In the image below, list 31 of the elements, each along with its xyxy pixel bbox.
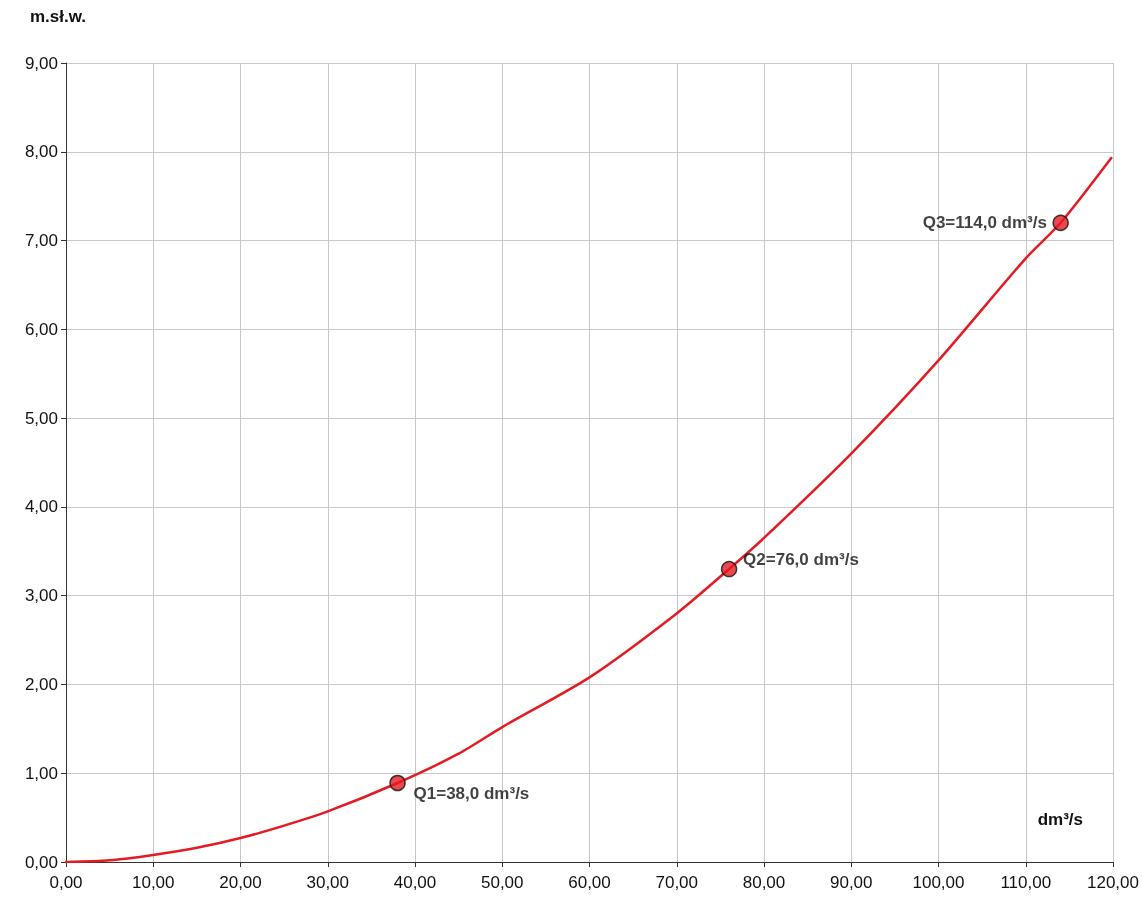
x-tick-label: 100,00 [912, 873, 965, 892]
x-tick-label: 30,00 [306, 873, 350, 892]
x-tick-label: 50,00 [480, 873, 524, 892]
y-tick-label: 5,00 [24, 408, 58, 428]
annotation: Q2=76,0 dm³/s [743, 550, 859, 570]
annotation: Q3=114,0 dm³/s [922, 212, 1047, 232]
x-tick-label: 120,00 [1087, 873, 1139, 892]
y-tick-label: 1,00 [24, 763, 58, 783]
point [720, 560, 738, 578]
y-tick-label: 0,00 [24, 852, 58, 872]
y-axis-title: m.sł.w. [30, 7, 87, 26]
x-tick-label: 20,00 [219, 873, 262, 892]
y-tick-label: 7,00 [24, 231, 58, 251]
y-tick-label: 4,00 [24, 497, 58, 517]
x-tick-label: 10,00 [131, 873, 175, 892]
annotation: Q1=38,0 dm³/s [413, 783, 530, 803]
x-tick-label: 80,00 [742, 873, 786, 892]
x-axis-title: dm³/s [1037, 810, 1083, 829]
y-tick-label: 9,00 [24, 53, 58, 73]
y-tick-label: 6,00 [24, 319, 58, 339]
x-tick-label: 90,00 [829, 873, 873, 892]
point [389, 774, 406, 792]
y-tick-label: 8,00 [24, 142, 58, 162]
point [1052, 214, 1069, 232]
x-tick-label: 60,00 [568, 873, 611, 892]
x-tick-label: 40,00 [393, 873, 437, 892]
x-tick-label: 110,00 [1000, 873, 1052, 892]
x-tick-label: 70,00 [655, 873, 699, 892]
y-tick-label: 3,00 [24, 586, 58, 606]
y-tick-label: 2,00 [24, 674, 58, 694]
x-tick-label: 0,00 [49, 873, 83, 892]
